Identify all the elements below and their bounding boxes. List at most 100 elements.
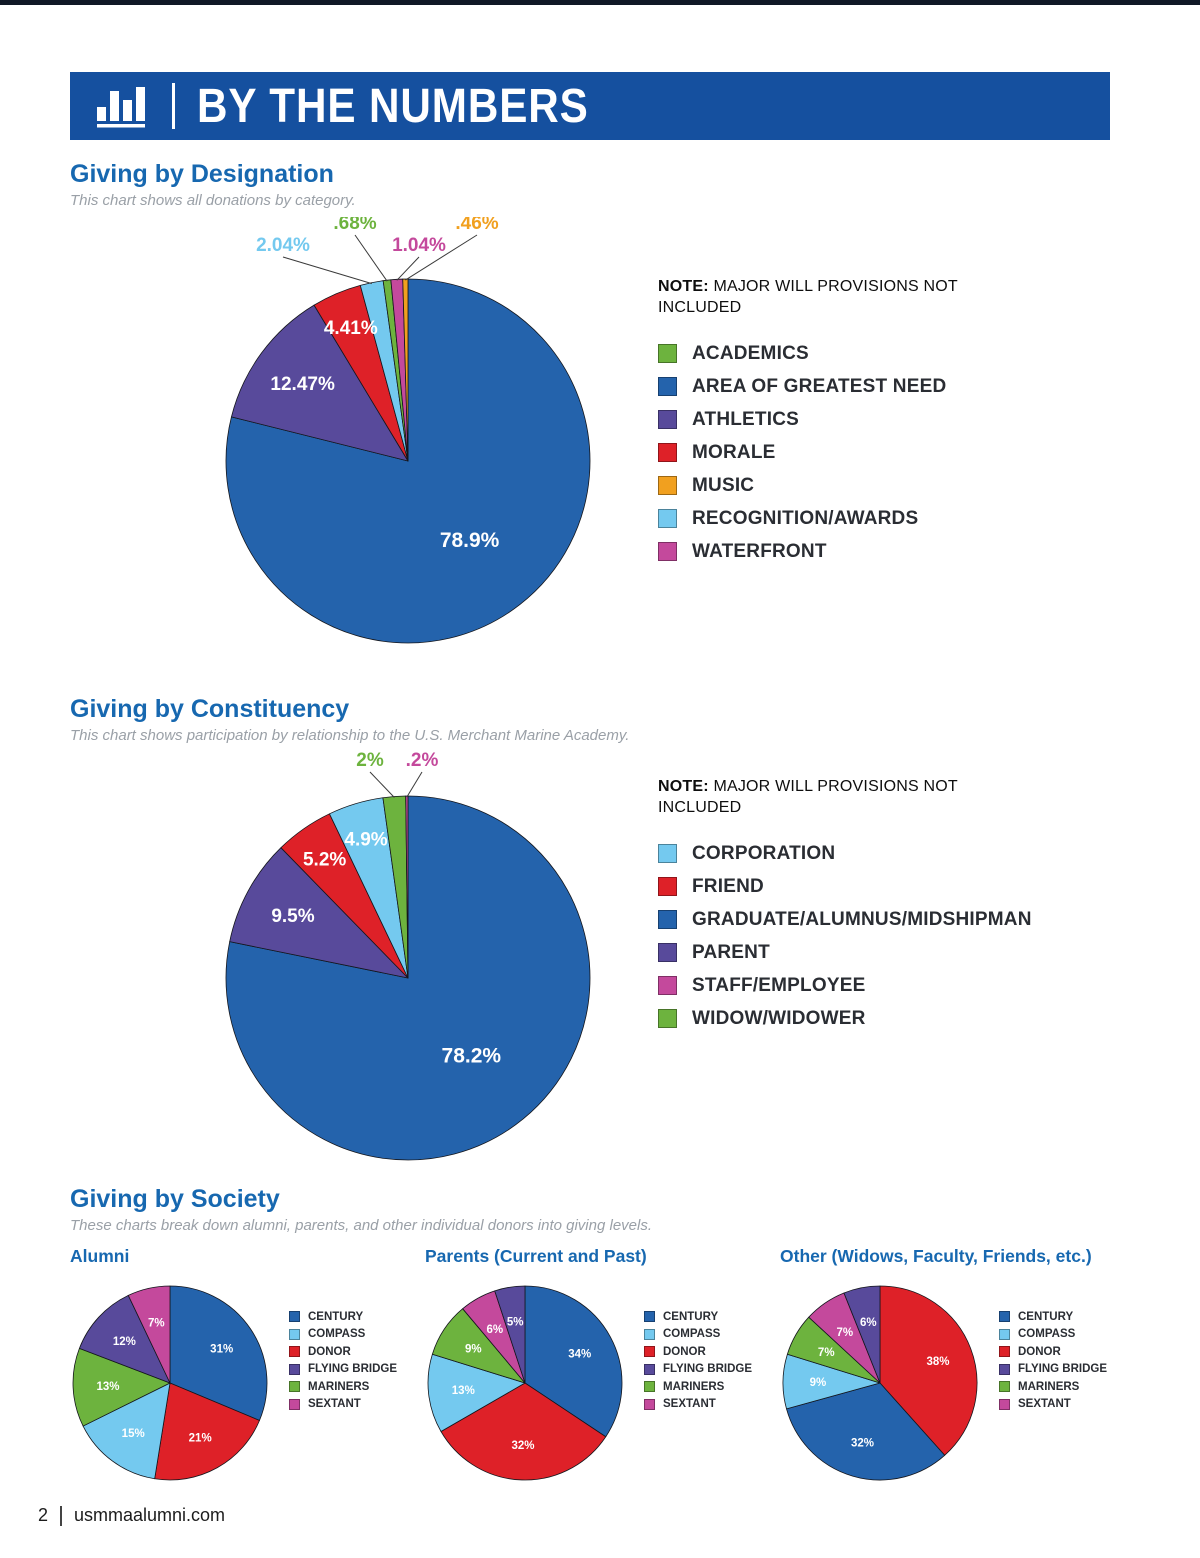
legend-item-century: CENTURY <box>999 1311 1107 1323</box>
society-col-alumni: Alumni 31% 21% 15% 13% 12% 7% CENTURY COMPASS D… <box>70 1246 425 1492</box>
slice-label-corporation: 4.9% <box>344 830 387 851</box>
legend-label: DONOR <box>308 1345 351 1358</box>
legend-item-corporation: CORPORATION <box>658 843 1120 865</box>
legend-label: COMPASS <box>1018 1328 1076 1340</box>
legend-label: MUSIC <box>692 474 755 496</box>
legend-swatch-light_blue <box>999 1328 1010 1340</box>
legend-item-century: CENTURY <box>644 1311 752 1323</box>
slice-label-sextant: 7% <box>836 1327 853 1339</box>
legend-item-area-of-greatest-need: AREA OF GREATEST NEED <box>658 376 1120 398</box>
legend-item-staff-employee: STAFF/EMPLOYEE <box>658 975 1120 997</box>
legend-label: GRADUATE/ALUMNUS/MIDSHIPMAN <box>692 908 1032 930</box>
legend-swatch-red <box>289 1346 300 1357</box>
pie-slice-athletics <box>231 304 409 462</box>
alumni-pie-chart: 31% 21% 15% 13% 12% 7% <box>70 1269 275 1492</box>
designation-subtitle: This chart shows all donations by catego… <box>70 192 356 209</box>
designation-note: NOTE: MAJOR WILL PROVISIONS NOT INCLUDED <box>658 277 958 319</box>
slice-label-sextant: 7% <box>148 1317 165 1329</box>
constituency-legend: CORPORATION FRIEND GRADUATE/ALUMNUS/MIDSHI… <box>658 843 1120 1030</box>
slice-label-athletics: 12.47% <box>270 374 335 395</box>
footer-site: usmmaalumni.com <box>74 1505 226 1525</box>
label-leader-line <box>396 256 420 281</box>
pie-slice-donor <box>440 1382 607 1481</box>
legend-label: SEXTANT <box>308 1398 361 1410</box>
legend-item-friend: FRIEND <box>658 876 1120 898</box>
legend-swatch-red <box>658 877 677 897</box>
pie-slice-compass <box>427 1353 526 1432</box>
legend-item-mariners: MARINERS <box>644 1381 752 1393</box>
slice-label-parent: 9.5% <box>271 906 314 927</box>
slice-label-widow-widower: 2% <box>356 752 384 771</box>
pie-slice-century <box>786 1382 946 1481</box>
legend-item-mariners: MARINERS <box>289 1381 397 1393</box>
legend-label: DONOR <box>1018 1345 1061 1358</box>
slice-label-century: 31% <box>210 1344 233 1356</box>
legend-item-compass: COMPASS <box>644 1328 752 1340</box>
legend-label: MARINERS <box>1018 1380 1080 1393</box>
legend-item-athletics: ATHLETICS <box>658 409 1120 431</box>
legend-item-flying-bridge: FLYING BRIDGE <box>644 1363 752 1375</box>
legend-label: FLYING BRIDGE <box>1018 1363 1108 1375</box>
legend-label: PARENT <box>692 941 770 963</box>
constituency-pie-chart: 78.2% 9.5% 5.2% 4.9% 2% .2% <box>70 750 650 1177</box>
pie-slice-flying-bridge <box>78 1295 171 1384</box>
legend-swatch-magenta <box>289 1398 300 1410</box>
legend-item-compass: COMPASS <box>999 1328 1107 1340</box>
legend-label: MORALE <box>692 441 776 463</box>
pie-slice-mariners <box>72 1347 171 1427</box>
constituency-note: NOTE: MAJOR WILL PROVISIONS NOT INCLUDED <box>658 777 958 819</box>
slice-label-academics: .68% <box>333 217 376 234</box>
legend-swatch-magenta <box>658 976 677 996</box>
constituency-subtitle: This chart shows participation by relati… <box>70 727 630 744</box>
legend-item-academics: ACADEMICS <box>658 343 1120 365</box>
legend-label: RECOGNITION/AWARDS <box>692 507 919 529</box>
slice-label-recognition-awards: 2.04% <box>256 235 310 256</box>
alumni-legend: CENTURY COMPASS DONOR FLYING BRIDGE MARINERS… <box>289 1305 397 1416</box>
slice-label-flying-bridge: 5% <box>507 1317 524 1329</box>
pie-svg: 31% 21% 15% 13% 12% 7% <box>72 1285 268 1481</box>
footer-divider <box>60 1505 63 1526</box>
header-banner: BY THE NUMBERS <box>70 72 1110 140</box>
legend-label: SEXTANT <box>1018 1398 1071 1410</box>
legend-swatch-red <box>644 1346 655 1357</box>
legend-label: FRIEND <box>692 875 764 897</box>
legend-label: WATERFRONT <box>692 540 827 562</box>
page-footer: 2 usmmaalumni.com <box>38 1505 225 1526</box>
legend-label: CENTURY <box>1018 1310 1074 1323</box>
legend-label: WIDOW/WIDOWER <box>692 1007 866 1029</box>
legend-swatch-green <box>289 1381 300 1392</box>
legend-swatch-orange <box>658 476 677 496</box>
designation-pie-chart: 78.9% 12.47% 4.41% 2.04% .68% 1.04% .46% <box>70 213 650 668</box>
note-label: NOTE: <box>658 778 709 795</box>
legend-item-waterfront: WATERFRONT <box>658 541 1120 563</box>
legend-swatch-light_blue <box>658 844 677 864</box>
legend-swatch-magenta <box>644 1398 655 1410</box>
legend-item-music: MUSIC <box>658 475 1120 497</box>
slice-label-donor: 38% <box>926 1356 949 1368</box>
pie-slice-sextant <box>127 1285 171 1384</box>
legend-label: FLYING BRIDGE <box>308 1363 398 1375</box>
slice-label-compass: 9% <box>810 1377 827 1389</box>
bar-chart-icon <box>96 84 154 128</box>
legend-swatch-red <box>658 443 677 463</box>
slice-label-music: .46% <box>455 217 498 234</box>
slice-label-donor: 21% <box>189 1432 212 1444</box>
legend-swatch-light_blue <box>289 1328 300 1340</box>
legend-item-flying-bridge: FLYING BRIDGE <box>289 1363 397 1375</box>
legend-swatch-green <box>999 1381 1010 1392</box>
legend-label: DONOR <box>663 1345 706 1358</box>
pie-slice-parent <box>229 847 409 979</box>
pie-slice-graduate-alumnus-midshipman <box>225 795 591 1161</box>
legend-label: STAFF/EMPLOYEE <box>692 974 866 996</box>
slice-label-century: 32% <box>851 1438 874 1450</box>
slice-label-area-of-greatest-need: 78.9% <box>440 529 500 552</box>
label-leader-line <box>282 256 372 285</box>
legend-swatch-magenta <box>658 542 677 562</box>
other-pie-chart: 38% 32% 9% 7% 7% 6% <box>780 1269 985 1492</box>
legend-item-donor: DONOR <box>999 1346 1107 1358</box>
legend-label: ACADEMICS <box>692 342 809 364</box>
legend-item-flying-bridge: FLYING BRIDGE <box>999 1363 1107 1375</box>
note-label: NOTE: <box>658 278 709 295</box>
page-number: 2 <box>38 1505 49 1525</box>
slice-label-flying-bridge: 12% <box>113 1336 136 1348</box>
